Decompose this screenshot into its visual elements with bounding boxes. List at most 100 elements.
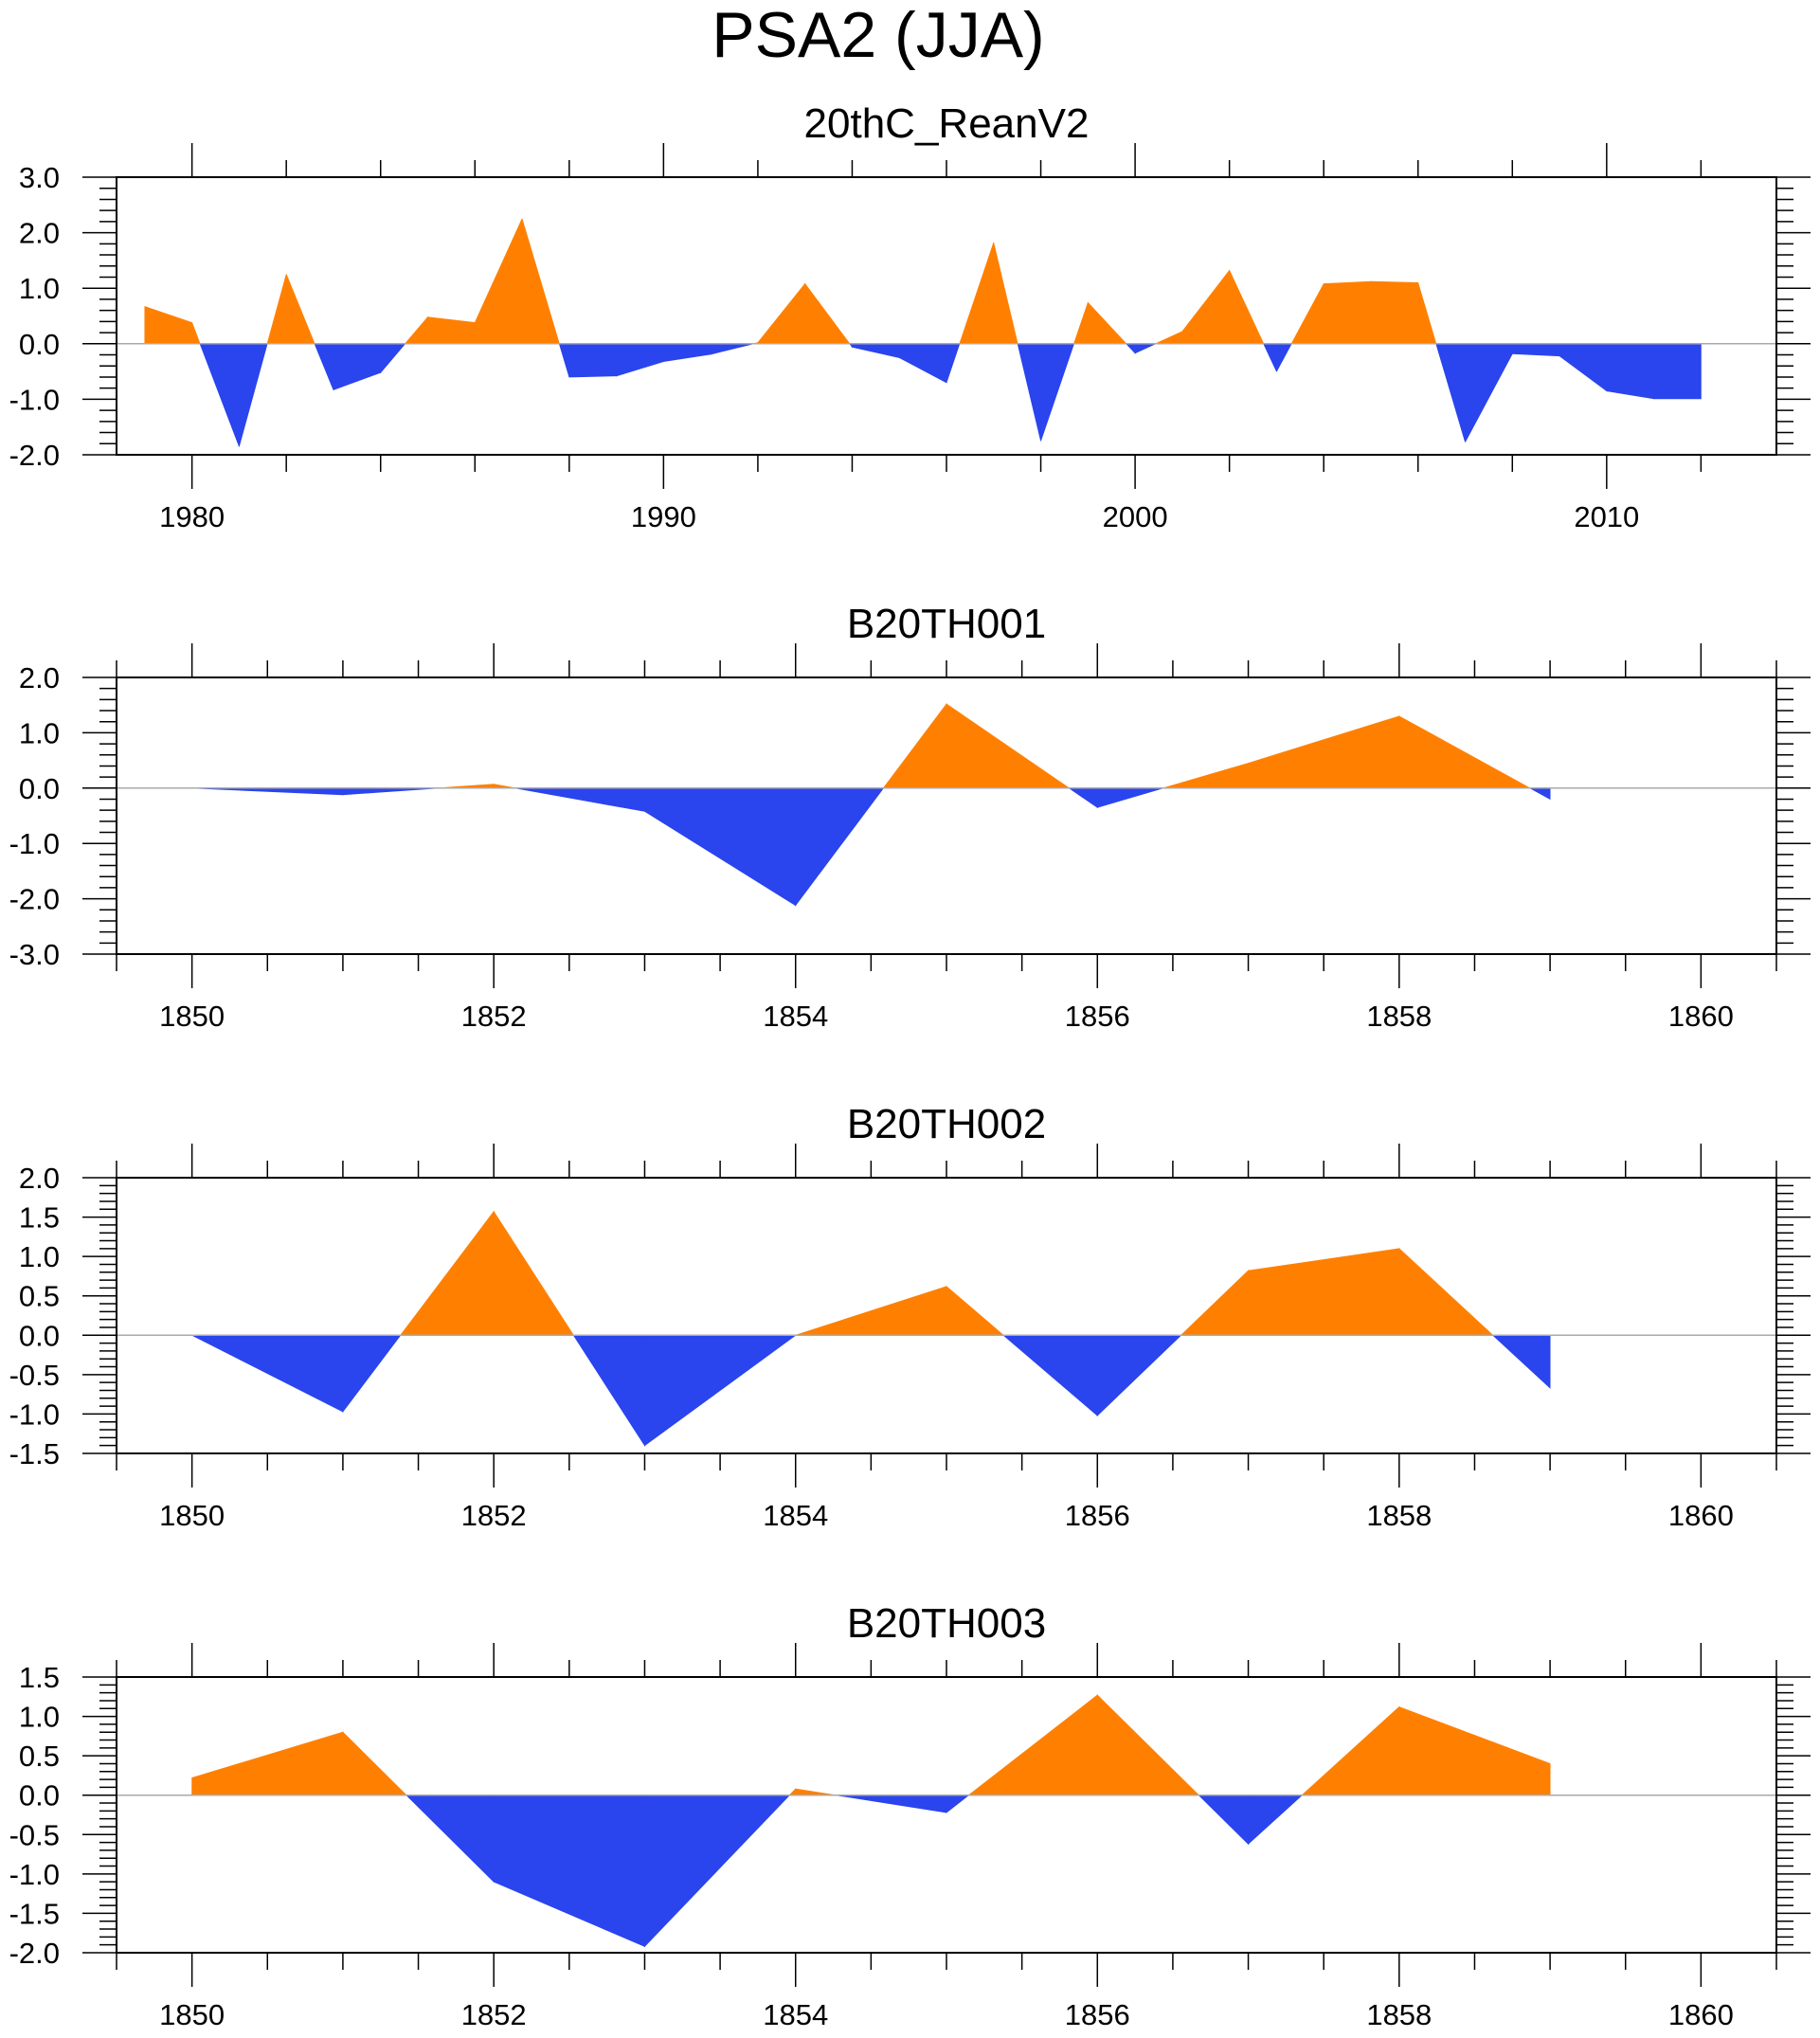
negative-area-segment xyxy=(1096,787,1164,808)
positive-area-segment xyxy=(1370,280,1419,345)
positive-area-segment xyxy=(804,282,851,345)
x-tick-label: 1850 xyxy=(159,1499,225,1532)
negative-area-segment xyxy=(1068,787,1098,808)
x-tick-label: 1856 xyxy=(1065,1998,1130,2031)
y-tick-label: -1.0 xyxy=(9,1398,60,1431)
y-tick-label: 2.0 xyxy=(19,661,60,694)
positive-area-segment xyxy=(404,316,428,345)
negative-area-segment xyxy=(1248,1795,1304,1846)
negative-area-segment xyxy=(1653,343,1702,400)
x-tick-label: 1858 xyxy=(1366,1998,1432,2031)
positive-area-segment xyxy=(1087,301,1127,345)
x-tick-label: 1860 xyxy=(1668,1998,1734,2031)
x-tick-label: 1856 xyxy=(1065,1000,1130,1033)
positive-area-segment xyxy=(1290,283,1324,345)
positive-area-segment xyxy=(1323,280,1372,345)
negative-area-segment xyxy=(1263,343,1277,372)
negative-area-segment xyxy=(1529,787,1551,801)
negative-area-segment xyxy=(1125,343,1136,354)
negative-area-segment xyxy=(795,787,885,907)
positive-area-segment xyxy=(474,218,523,345)
negative-area-segment xyxy=(1276,343,1292,372)
positive-area-segment xyxy=(1072,302,1089,345)
chart-panel-4: 1850 1852 1854 1856 1858 1860 -2.0 -1.5 -1.0 -0.5… xyxy=(9,1600,1811,2031)
chart-panel-2: 1850 1852 1854 1856 1858 1860 -3.0 -2.0 -1.0 0.0 1… xyxy=(9,601,1811,1033)
positive-area-segment xyxy=(1248,1248,1400,1336)
negative-area-segment xyxy=(836,1795,947,1813)
y-tick-label: -2.0 xyxy=(9,883,60,916)
negative-area-segment xyxy=(199,343,240,447)
y-tick-label: 1.0 xyxy=(19,1240,60,1273)
negative-area-segment xyxy=(710,343,754,355)
negative-area-segment xyxy=(1198,1795,1249,1846)
y-tick-label: -1.0 xyxy=(9,383,60,416)
y-tick-label: 1.0 xyxy=(19,272,60,305)
negative-area-segment xyxy=(946,343,961,383)
negative-area-segment xyxy=(514,787,645,812)
x-tick-label: 1858 xyxy=(1366,1499,1432,1532)
positive-area-segment xyxy=(1180,1270,1249,1336)
positive-area-segment xyxy=(1096,1694,1200,1796)
negative-area-segment xyxy=(342,1334,402,1414)
positive-area-segment xyxy=(399,1210,495,1336)
x-tick-label: 1854 xyxy=(763,1000,828,1033)
positive-area-segment xyxy=(521,218,560,345)
x-tick-label: 1852 xyxy=(461,1000,527,1033)
chart-title: B20TH003 xyxy=(847,1600,1046,1647)
x-tick-label: 1860 xyxy=(1668,1000,1734,1033)
y-tick-label: -2.0 xyxy=(9,439,60,472)
chart-title: B20TH001 xyxy=(847,601,1046,647)
x-tick-label: 2010 xyxy=(1574,500,1639,533)
positive-area-segment xyxy=(795,1788,837,1796)
y-tick-label: -1.0 xyxy=(9,827,60,860)
y-tick-label: 0.0 xyxy=(19,328,60,361)
x-tick-label: 1856 xyxy=(1065,1499,1130,1532)
positive-area-segment xyxy=(1248,715,1400,789)
plot-frame xyxy=(116,1676,1777,1954)
positive-area-segment xyxy=(959,243,995,345)
negative-area-segment xyxy=(493,1795,645,1947)
negative-area-segment xyxy=(644,1795,791,1948)
positive-area-segment xyxy=(144,305,193,345)
chart-panel-3: 1850 1852 1854 1856 1858 1860 -1.5 -1.0 -0.5 0.0 0… xyxy=(9,1101,1811,1532)
y-tick-label: -0.5 xyxy=(9,1818,60,1851)
negative-area-segment xyxy=(405,1795,495,1884)
y-tick-label: 2.0 xyxy=(19,217,60,250)
negative-area-segment xyxy=(644,1334,797,1447)
negative-area-segment xyxy=(898,343,947,384)
positive-area-segment xyxy=(1155,331,1183,345)
negative-area-segment xyxy=(333,343,382,391)
negative-area-segment xyxy=(1559,343,1608,392)
negative-area-segment xyxy=(572,1334,645,1448)
positive-area-segment xyxy=(427,316,476,345)
positive-area-segment xyxy=(882,702,947,789)
positive-area-segment xyxy=(1229,270,1265,345)
negative-area-segment xyxy=(568,343,617,378)
positive-area-segment xyxy=(1181,269,1231,345)
plot-frame xyxy=(116,176,1777,456)
y-tick-label: 0.0 xyxy=(19,1779,60,1813)
panels-container: 1980 1990 2000 2010 -2.0 -1.0 0.0 1.0 2.0 3.0 20th… xyxy=(9,100,1811,2031)
y-tick-label: -1.5 xyxy=(9,1437,60,1470)
negative-area-segment xyxy=(380,343,406,374)
positive-area-segment xyxy=(788,1788,797,1796)
y-tick-label: 1.0 xyxy=(19,716,60,749)
negative-area-segment xyxy=(239,343,268,447)
positive-area-segment xyxy=(967,1694,1098,1796)
y-tick-label: 2.0 xyxy=(19,1162,60,1195)
negative-area-segment xyxy=(191,787,344,796)
negative-area-segment xyxy=(191,1334,344,1413)
x-tick-label: 1850 xyxy=(159,1998,225,2031)
negative-area-segment xyxy=(1465,343,1513,442)
negative-area-segment xyxy=(1491,1334,1551,1389)
negative-area-segment xyxy=(558,343,570,378)
negative-area-segment xyxy=(1096,1334,1182,1417)
positive-area-segment xyxy=(946,1285,1005,1336)
positive-area-segment xyxy=(795,1286,947,1336)
negative-area-segment xyxy=(342,787,439,796)
y-tick-label: 0.5 xyxy=(19,1740,60,1773)
chart-panel-1: 1980 1990 2000 2010 -2.0 -1.0 0.0 1.0 2.0 3.0 20th… xyxy=(9,100,1811,533)
negative-area-segment xyxy=(1002,1334,1098,1416)
x-tick-label: 1860 xyxy=(1668,1499,1734,1532)
negative-area-segment xyxy=(1435,343,1466,442)
